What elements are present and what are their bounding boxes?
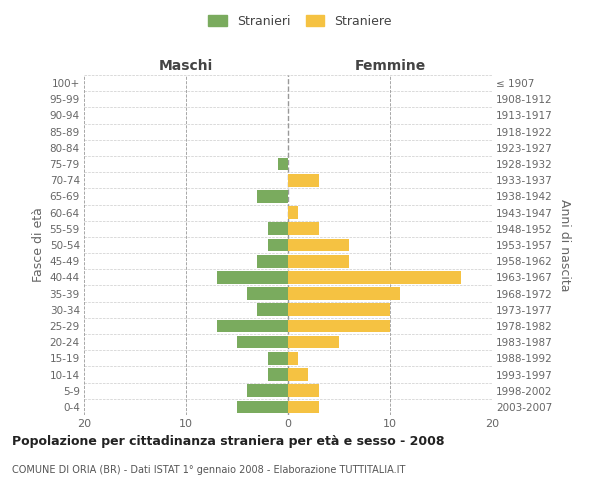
Text: Femmine: Femmine	[355, 58, 425, 72]
Bar	[268, 238, 288, 252]
Bar	[237, 400, 288, 413]
Bar	[288, 174, 319, 186]
Bar	[268, 352, 288, 364]
Bar	[288, 320, 390, 332]
Bar	[288, 304, 390, 316]
Bar	[237, 336, 288, 348]
Bar	[288, 206, 298, 219]
Bar	[278, 158, 288, 170]
Text: COMUNE DI ORIA (BR) - Dati ISTAT 1° gennaio 2008 - Elaborazione TUTTITALIA.IT: COMUNE DI ORIA (BR) - Dati ISTAT 1° genn…	[12, 465, 406, 475]
Bar	[268, 222, 288, 235]
Text: Maschi: Maschi	[159, 58, 213, 72]
Bar	[288, 288, 400, 300]
Bar	[257, 304, 288, 316]
Bar	[217, 320, 288, 332]
Bar	[288, 238, 349, 252]
Bar	[288, 336, 339, 348]
Bar	[288, 222, 319, 235]
Bar	[247, 288, 288, 300]
Bar	[257, 190, 288, 202]
Text: Popolazione per cittadinanza straniera per età e sesso - 2008: Popolazione per cittadinanza straniera p…	[12, 435, 445, 448]
Bar	[288, 368, 308, 381]
Bar	[288, 400, 319, 413]
Bar	[288, 352, 298, 364]
Y-axis label: Fasce di età: Fasce di età	[32, 208, 46, 282]
Bar	[288, 255, 349, 268]
Bar	[217, 271, 288, 283]
Bar	[268, 368, 288, 381]
Bar	[247, 384, 288, 397]
Bar	[288, 271, 461, 283]
Bar	[288, 384, 319, 397]
Bar	[257, 255, 288, 268]
Legend: Stranieri, Straniere: Stranieri, Straniere	[205, 11, 395, 32]
Y-axis label: Anni di nascita: Anni di nascita	[559, 198, 571, 291]
